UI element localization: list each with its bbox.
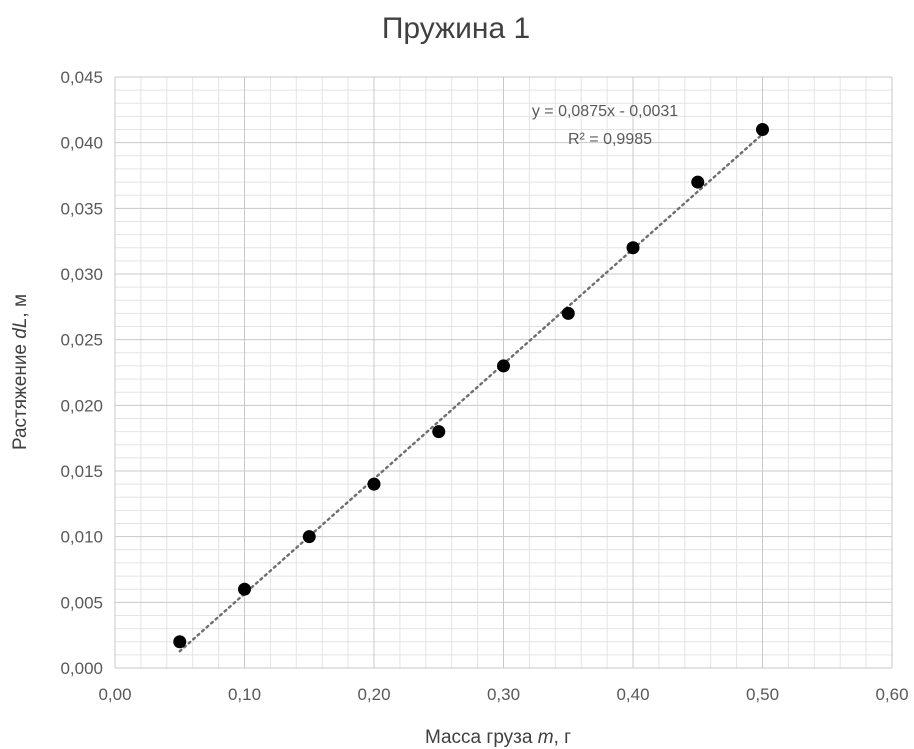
y-tick-label: 0,035 xyxy=(60,199,103,218)
y-tick-label: 0,045 xyxy=(60,68,103,87)
trendline-group xyxy=(178,132,764,653)
x-tick-label: 0,20 xyxy=(357,685,390,704)
y-tick-label: 0,025 xyxy=(60,331,103,350)
data-point xyxy=(173,635,187,649)
x-tick-label: 0,00 xyxy=(98,685,131,704)
chart-title: Пружина 1 xyxy=(382,12,530,45)
data-point xyxy=(626,241,640,255)
y-tick-label: 0,005 xyxy=(60,593,103,612)
data-point xyxy=(367,477,381,491)
trendline xyxy=(178,132,764,653)
major-gridlines xyxy=(114,76,893,669)
x-tick-label: 0,60 xyxy=(875,685,908,704)
y-axis-label: Растяжение dL, м xyxy=(10,294,31,450)
trendline-r-squared: R² = 0,9985 xyxy=(568,131,652,148)
y-tick-label: 0,020 xyxy=(60,396,103,415)
x-axis-label-variable: m xyxy=(538,727,554,748)
x-axis-label-prefix: Масса груза xyxy=(425,727,538,748)
y-tick-label: 0,040 xyxy=(60,134,103,153)
data-point xyxy=(238,582,251,596)
data-points xyxy=(173,123,769,649)
data-point xyxy=(561,306,575,320)
y-axis-label-prefix: Растяжение xyxy=(10,339,31,450)
x-tick-label: 0,40 xyxy=(616,685,649,704)
y-tick-label: 0,000 xyxy=(60,659,103,678)
trendline-equation-box: y = 0,0875x - 0,0031 R² = 0,9985 xyxy=(532,103,678,148)
y-tick-label: 0,010 xyxy=(60,528,103,547)
x-tick-label: 0,10 xyxy=(228,685,261,704)
trendline-equation: y = 0,0875x - 0,0031 xyxy=(532,103,678,120)
data-point xyxy=(302,530,316,544)
y-axis-label-suffix: , м xyxy=(10,294,31,318)
data-point xyxy=(691,175,705,189)
x-tick-labels: 0,00 0,10 0,20 0,30 0,40 0,50 0,60 xyxy=(98,685,908,704)
y-tick-label: 0,015 xyxy=(60,462,103,481)
y-tick-label: 0,030 xyxy=(60,265,103,284)
x-tick-label: 0,30 xyxy=(487,685,520,704)
y-axis-label-variable: dL xyxy=(10,318,31,339)
y-tick-labels: 0,000 0,005 0,010 0,015 0,020 0,025 0,030 0,035… xyxy=(60,68,103,678)
data-point xyxy=(497,359,510,373)
data-point xyxy=(756,123,769,137)
data-point xyxy=(432,425,446,439)
x-axis-label-suffix: , г xyxy=(554,727,572,748)
x-axis-label: Масса груза m, г xyxy=(425,727,571,748)
x-tick-label: 0,50 xyxy=(746,685,779,704)
